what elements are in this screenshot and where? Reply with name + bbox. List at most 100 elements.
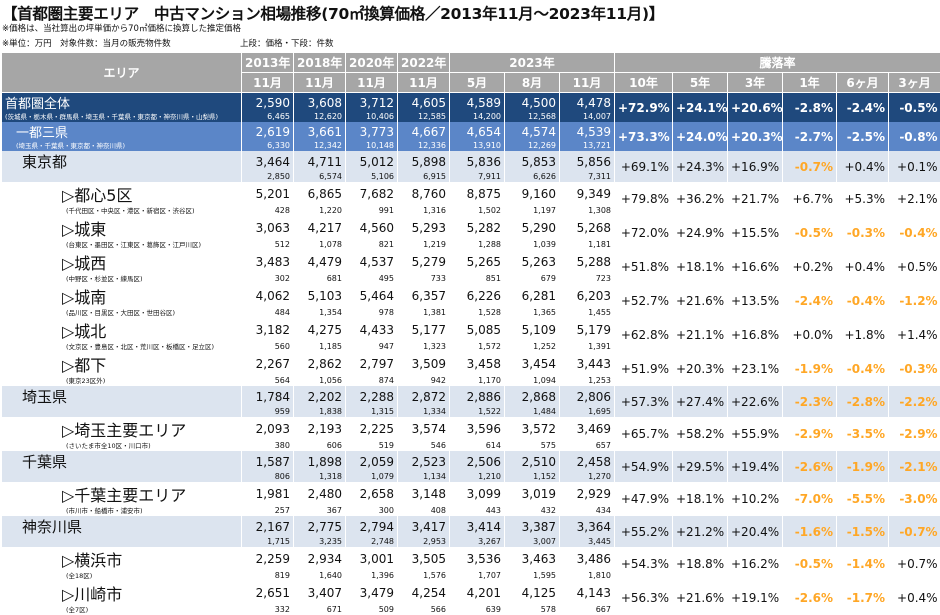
price-cell: 6,226 [450,284,505,308]
rate-cell: -0.5% [783,216,837,250]
rate-cell: +1.4% [889,318,940,352]
count-cell: 1,197 [505,206,560,216]
rate-cell: -0.4% [837,352,889,386]
price-cell: 5,201 [242,182,294,206]
rate-cell: +0.2% [783,250,837,284]
header-rate-col: 3年 [728,73,783,93]
count-cell: 959 [242,407,294,417]
count-cell: 1,039 [505,240,560,250]
rate-cell: +0.0% [783,318,837,352]
price-cell: 2,775 [294,516,346,537]
rate-cell: -0.7% [889,516,940,547]
price-cell: 3,099 [450,482,505,506]
count-cell: 7,311 [560,172,615,182]
area-name: ▷都下 [2,352,242,376]
price-cell: 2,651 [242,581,294,605]
rate-cell: -2.2% [889,386,940,417]
count-cell: 10,406 [346,112,398,122]
price-cell: 5,177 [398,318,450,342]
price-cell: 2,797 [346,352,398,376]
price-cell: 5,279 [398,250,450,274]
area-name: 埼玉県 [2,386,242,407]
area-subtext: (全7区) [2,605,242,615]
area-name: ▷埼玉主要エリア [2,417,242,441]
area-subtext: (文京区・豊島区・北区・荒川区・板橋区・足立区) [2,342,242,352]
rate-cell: +21.6% [673,284,728,318]
price-cell: 3,712 [346,93,398,113]
count-cell: 12,269 [505,141,560,151]
price-cell: 6,203 [560,284,615,308]
count-cell: 991 [346,206,398,216]
count-cell: 1,094 [505,376,560,386]
price-cell: 3,463 [505,547,560,571]
count-cell: 1,354 [294,308,346,318]
area-subtext [2,537,242,547]
rate-cell: -0.7% [783,151,837,182]
count-cell: 13,910 [450,141,505,151]
count-cell: 428 [242,206,294,216]
rate-cell: +51.8% [615,250,673,284]
count-cell: 606 [294,441,346,451]
count-cell: 12,620 [294,112,346,122]
count-cell: 3,235 [294,537,346,547]
rate-cell: +5.3% [837,182,889,216]
page-title: 【首都圏主要エリア 中古マンション相場推移(70㎡換算価格／2013年11月～2… [2,2,664,24]
count-cell: 1,695 [560,407,615,417]
rate-cell: -0.4% [889,216,940,250]
price-cell: 2,267 [242,352,294,376]
rate-cell: +23.1% [728,352,783,386]
price-cell: 4,433 [346,318,398,342]
count-cell: 1,502 [450,206,505,216]
price-cell: 3,387 [505,516,560,537]
rate-cell: -2.7% [783,122,837,151]
rate-cell: +55.2% [615,516,673,547]
count-cell: 1,715 [242,537,294,547]
count-cell: 1,056 [294,376,346,386]
rate-cell: +16.9% [728,151,783,182]
count-cell: 6,626 [505,172,560,182]
rate-cell: +36.2% [673,182,728,216]
price-cell: 4,478 [560,93,615,113]
count-cell: 332 [242,605,294,615]
count-cell: 432 [505,506,560,516]
rate-cell: +13.5% [728,284,783,318]
count-cell: 1,810 [560,571,615,581]
rate-cell: +10.2% [728,482,783,516]
price-cell: 4,201 [450,581,505,605]
price-cell: 2,806 [560,386,615,407]
price-cell: 2,288 [346,386,398,407]
price-cell: 2,510 [505,451,560,472]
price-cell: 2,794 [346,516,398,537]
count-cell: 434 [560,506,615,516]
price-cell: 7,682 [346,182,398,206]
count-cell: 6,574 [294,172,346,182]
rate-cell: -2.4% [783,284,837,318]
rate-cell: +62.8% [615,318,673,352]
rate-cell: +58.2% [673,417,728,451]
count-cell: 3,445 [560,537,615,547]
rate-cell: -1.9% [837,451,889,482]
count-cell: 947 [346,342,398,352]
rate-cell: +57.3% [615,386,673,417]
rate-cell: +16.6% [728,250,783,284]
count-cell: 1,219 [398,240,450,250]
header-rate: 騰落率 [615,53,940,73]
note-layout: 上段：価格・下段：件数 [240,37,334,49]
rate-cell: -2.8% [837,386,889,417]
rate-cell: +73.3% [615,122,673,151]
area-name: ▷川崎市 [2,581,242,605]
rate-cell: +18.8% [673,547,728,581]
rate-cell: +24.1% [673,93,728,123]
header-year: 2013年 [242,53,294,73]
price-cell: 4,667 [398,122,450,141]
count-cell: 509 [346,605,398,615]
price-cell: 4,589 [450,93,505,113]
count-cell: 1,528 [450,308,505,318]
